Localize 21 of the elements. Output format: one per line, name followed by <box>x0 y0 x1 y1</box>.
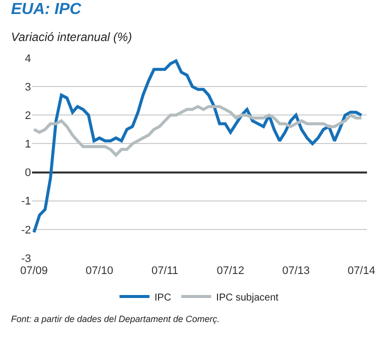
line-series <box>32 105 363 157</box>
y-tick-label: -3 <box>21 252 31 265</box>
y-tick-label: 1 <box>24 138 31 151</box>
x-tick-label: 07/13 <box>282 265 310 277</box>
legend-label: IPC <box>154 292 172 304</box>
x-tick-label: 07/10 <box>86 265 114 277</box>
y-tick-label: -1 <box>21 196 31 208</box>
x-tick-label: 07/09 <box>20 265 48 277</box>
x-tick-label: 07/11 <box>152 265 178 277</box>
x-tick-label: 07/12 <box>216 265 244 277</box>
y-tick-label: 4 <box>24 52 31 65</box>
text: Font: a partir de dades del Departament de Comerç. <box>11 314 220 324</box>
line-series <box>32 59 363 234</box>
chart-subtitle: Variació interanual (%) <box>11 30 132 44</box>
y-tick-label: -2 <box>21 224 31 236</box>
legend-label: IPC subjacent <box>216 292 279 304</box>
y-tick-label: 2 <box>24 110 31 122</box>
x-tick-label: 07/14 <box>348 265 376 277</box>
chart-title: EUA: IPC <box>11 1 82 18</box>
y-tick-label: 0 <box>24 167 31 180</box>
y-tick-label: 3 <box>24 81 31 94</box>
